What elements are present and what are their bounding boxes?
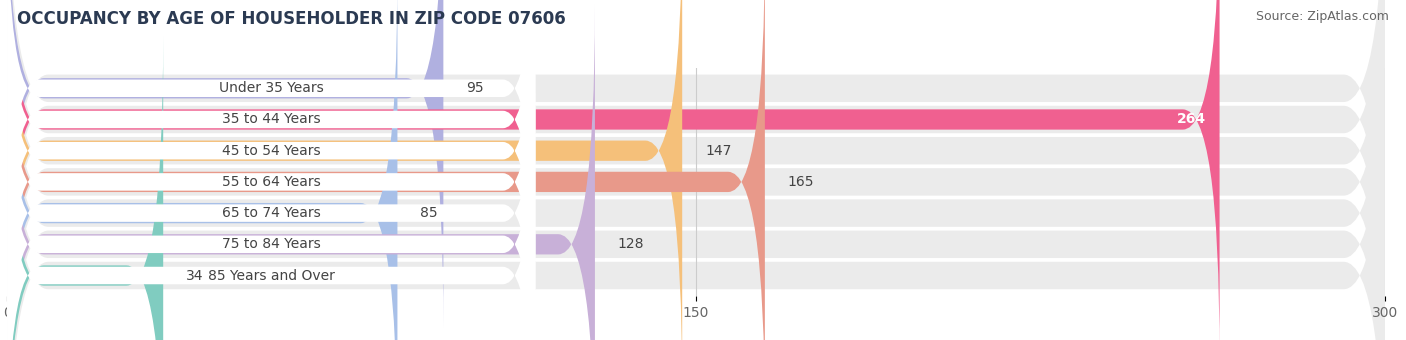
FancyBboxPatch shape bbox=[7, 0, 1385, 340]
Text: 264: 264 bbox=[1177, 113, 1206, 126]
FancyBboxPatch shape bbox=[7, 0, 1385, 340]
Text: 35 to 44 Years: 35 to 44 Years bbox=[222, 113, 321, 126]
FancyBboxPatch shape bbox=[7, 0, 765, 340]
FancyBboxPatch shape bbox=[7, 0, 1385, 340]
Text: 65 to 74 Years: 65 to 74 Years bbox=[222, 206, 321, 220]
FancyBboxPatch shape bbox=[7, 0, 398, 340]
FancyBboxPatch shape bbox=[7, 36, 163, 340]
FancyBboxPatch shape bbox=[7, 0, 536, 298]
FancyBboxPatch shape bbox=[7, 0, 536, 340]
Text: 45 to 54 Years: 45 to 54 Years bbox=[222, 144, 321, 158]
FancyBboxPatch shape bbox=[7, 5, 595, 340]
FancyBboxPatch shape bbox=[7, 0, 1219, 340]
FancyBboxPatch shape bbox=[7, 0, 682, 340]
Text: 75 to 84 Years: 75 to 84 Years bbox=[222, 237, 321, 251]
FancyBboxPatch shape bbox=[7, 0, 443, 328]
Text: 85 Years and Over: 85 Years and Over bbox=[208, 269, 335, 283]
FancyBboxPatch shape bbox=[7, 66, 536, 340]
Text: 147: 147 bbox=[706, 144, 731, 158]
Text: 85: 85 bbox=[420, 206, 439, 220]
Text: Under 35 Years: Under 35 Years bbox=[219, 81, 323, 95]
Text: 165: 165 bbox=[787, 175, 814, 189]
Text: 128: 128 bbox=[617, 237, 644, 251]
Text: OCCUPANCY BY AGE OF HOUSEHOLDER IN ZIP CODE 07606: OCCUPANCY BY AGE OF HOUSEHOLDER IN ZIP C… bbox=[17, 10, 565, 28]
FancyBboxPatch shape bbox=[7, 0, 1385, 340]
FancyBboxPatch shape bbox=[7, 3, 536, 340]
Text: 34: 34 bbox=[186, 269, 204, 283]
FancyBboxPatch shape bbox=[7, 0, 536, 329]
Text: 95: 95 bbox=[467, 81, 484, 95]
FancyBboxPatch shape bbox=[7, 0, 1385, 340]
FancyBboxPatch shape bbox=[7, 0, 1385, 340]
Text: Source: ZipAtlas.com: Source: ZipAtlas.com bbox=[1256, 10, 1389, 23]
FancyBboxPatch shape bbox=[7, 35, 536, 340]
FancyBboxPatch shape bbox=[7, 8, 1385, 340]
FancyBboxPatch shape bbox=[7, 0, 536, 340]
Text: 55 to 64 Years: 55 to 64 Years bbox=[222, 175, 321, 189]
